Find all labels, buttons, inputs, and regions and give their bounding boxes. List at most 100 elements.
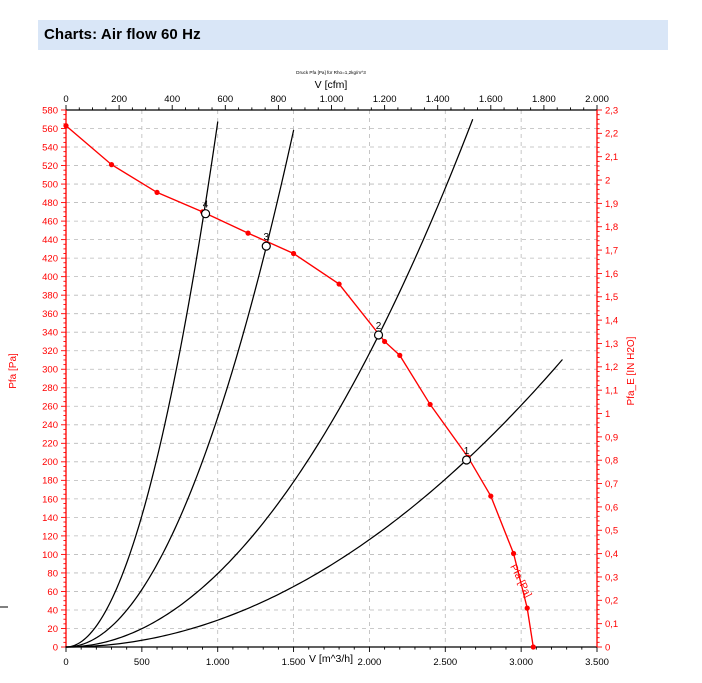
tick-label-left: 240 (42, 420, 58, 431)
tick-label-right: 0 (605, 642, 610, 653)
tick-label-left: 520 (42, 161, 58, 172)
tick-label-top: 600 (217, 94, 233, 105)
tick-label-bottom: 3.500 (585, 657, 609, 668)
tick-label-right: 1 (605, 409, 610, 420)
operating-point-label: 4 (203, 200, 209, 211)
operating-point-label: 1 (464, 446, 470, 457)
fan-performance-chart: Druck Pfa [Pa] für Rho=1,2kg/m^3 V [cfm]… (0, 70, 637, 668)
fan-curve-data-point (336, 281, 342, 287)
system-resistance-curve (65, 359, 563, 648)
operating-point-marker (200, 209, 211, 219)
tick-label-left: 500 (42, 179, 58, 190)
grid-lines (66, 110, 597, 647)
fan-curve-data-point (63, 123, 69, 129)
fan-curve-data-point (397, 352, 403, 358)
plot-area: Druck Pfa [Pa] für Rho=1,2kg/m^3 V [cfm]… (0, 60, 702, 683)
tick-label-bottom: 1.500 (282, 657, 306, 668)
tick-label-left: 180 (42, 476, 58, 487)
tick-label-left: 120 (42, 531, 58, 542)
fan-curve-data-point (245, 230, 251, 236)
tick-label-top: 1.000 (320, 94, 344, 105)
operating-point-marker (461, 455, 472, 465)
tick-label-left: 320 (42, 346, 58, 357)
tick-label-left: 300 (42, 365, 58, 376)
axis-lines (0, 109, 598, 648)
tick-label-left: 160 (42, 494, 58, 505)
bottom-axis-title: V [m^3/h] (309, 653, 353, 665)
tick-label-left: 480 (42, 198, 58, 209)
tick-label-right: 1,7 (605, 245, 618, 256)
tick-label-right: 1,4 (605, 316, 618, 327)
tick-label-left: 60 (47, 587, 58, 598)
fan-curve-inline-label: Pfa [Pa] (507, 563, 533, 600)
tick-label-left: 80 (47, 568, 58, 579)
system-resistance-curve (65, 119, 474, 648)
operating-point-label: 2 (376, 321, 382, 332)
tick-label-left: 340 (42, 328, 58, 339)
tick-label-left: 260 (42, 402, 58, 413)
tick-label-top: 1.400 (426, 94, 450, 105)
tick-label-bottom: 0 (63, 657, 68, 668)
tick-label-left: 200 (42, 457, 58, 468)
chart-micro-title: Druck Pfa [Pa] für Rho=1,2kg/m^3 (296, 70, 366, 75)
data-curves (65, 119, 563, 648)
tick-label-right: 1,1 (605, 386, 618, 397)
tick-label-left: 220 (42, 439, 58, 450)
chart-figure: Druck Pfa [Pa] für Rho=1,2kg/m^3 V [cfm]… (0, 60, 702, 683)
tick-label-right: 2,3 (605, 105, 618, 116)
tick-label-top: 1.800 (532, 94, 556, 105)
tick-label-bottom: 500 (134, 657, 150, 668)
fan-curve-data-point (530, 644, 536, 650)
tick-label-right: 2 (605, 175, 610, 186)
tick-label-top: 0 (63, 94, 68, 105)
tick-label-right: 2,2 (605, 129, 618, 140)
tick-label-bottom: 2.500 (433, 657, 457, 668)
tick-label-top: 2.000 (585, 94, 609, 105)
tick-label-right: 1,2 (605, 362, 618, 373)
tick-label-right: 0,6 (605, 502, 618, 513)
tick-label-left: 540 (42, 142, 58, 153)
tick-label-left: 560 (42, 124, 58, 135)
tick-label-left: 400 (42, 272, 58, 283)
right-axis-title: Pfa_E [IN H2O] (626, 336, 637, 405)
system-resistance-curve (65, 129, 295, 648)
tick-label-left: 440 (42, 235, 58, 246)
left-axis-title: Pfa [Pa] (8, 353, 19, 389)
tick-label-left: 0 (53, 642, 58, 653)
tick-label-right: 1,9 (605, 199, 618, 210)
fan-curve-data-point (290, 250, 297, 257)
tick-label-right: 0,5 (605, 526, 618, 537)
tick-label-right: 0,2 (605, 596, 618, 607)
tick-label-top: 1.200 (373, 94, 397, 105)
tick-label-left: 420 (42, 254, 58, 265)
fan-curve-data-point (488, 493, 494, 499)
tick-label-left: 380 (42, 291, 58, 302)
tick-label-left: 580 (42, 105, 58, 116)
tick-label-right: 0,7 (605, 479, 618, 490)
fan-performance-curve (65, 125, 534, 648)
tick-label-right: 1,3 (605, 339, 618, 350)
top-axis-title: V [cfm] (315, 79, 348, 91)
tick-label-left: 280 (42, 383, 58, 394)
tick-label-right: 1,6 (605, 269, 618, 280)
tick-label-right: 2,1 (605, 152, 618, 163)
fan-curve-data-point (510, 550, 517, 557)
fan-curve-data-point (154, 189, 160, 195)
operating-point-marker (261, 241, 271, 251)
tick-label-right: 1,8 (605, 222, 618, 233)
page-title: Charts: Air flow 60 Hz (44, 26, 201, 43)
tick-label-right: 0,1 (605, 619, 618, 630)
tick-label-left: 100 (42, 550, 58, 561)
header-band (38, 20, 668, 50)
tick-label-right: 0,9 (605, 432, 618, 443)
tick-label-left: 40 (47, 605, 58, 616)
tick-label-top: 800 (270, 94, 286, 105)
fan-curve-data-point (427, 401, 433, 408)
tick-label-right: 0,8 (605, 456, 618, 467)
tick-label-top: 1.600 (479, 94, 503, 105)
tick-label-left: 140 (42, 513, 58, 524)
fan-curve-data-point (108, 162, 115, 168)
data-markers: Pfa [Pa] 4 3 2 1 (63, 123, 536, 650)
tick-label-bottom: 2.000 (358, 657, 382, 668)
